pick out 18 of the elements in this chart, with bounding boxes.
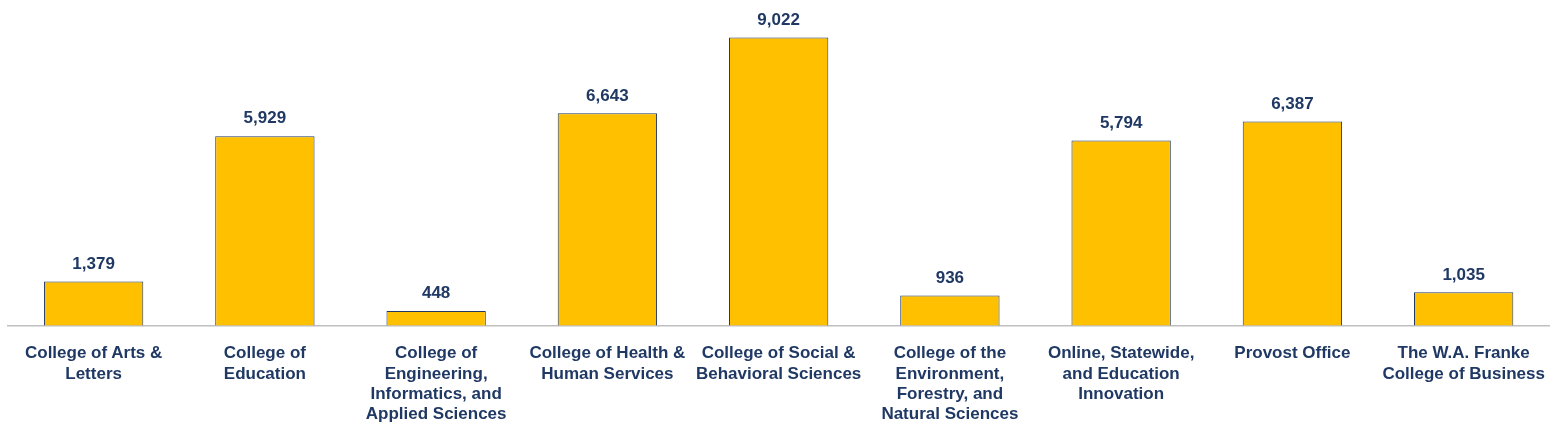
data-label: 936 xyxy=(935,267,965,287)
data-label: 1,379 xyxy=(72,253,115,273)
x-tick-label: College of Health & Human Services xyxy=(529,343,686,383)
x-tick-label: Provost Office xyxy=(1234,343,1351,363)
data-label: 9,022 xyxy=(757,9,800,29)
data-label: 6,643 xyxy=(586,85,629,105)
x-tick-label: The W.A. Franke College of Business xyxy=(1382,343,1545,383)
x-tick-label: College of Education xyxy=(223,343,307,383)
data-label: 448 xyxy=(421,283,451,303)
x-tick-label: College of the Environment, Forestry, and Natural Sciences xyxy=(881,343,1019,424)
x-tick-label: College of Social & Behavioral Sciences xyxy=(695,343,862,383)
x-tick-label: College of Engineering, Informatics, and Applied Sciences xyxy=(365,343,507,424)
x-tick-label: College of Arts & Letters xyxy=(24,343,163,383)
data-label: 6,387 xyxy=(1271,93,1314,113)
data-label: 5,929 xyxy=(243,108,287,128)
data-label: 5,794 xyxy=(1099,112,1143,132)
data-label: 1,035 xyxy=(1442,264,1485,284)
x-tick-label: Online, Statewide, and Education Innovation xyxy=(1047,343,1195,404)
